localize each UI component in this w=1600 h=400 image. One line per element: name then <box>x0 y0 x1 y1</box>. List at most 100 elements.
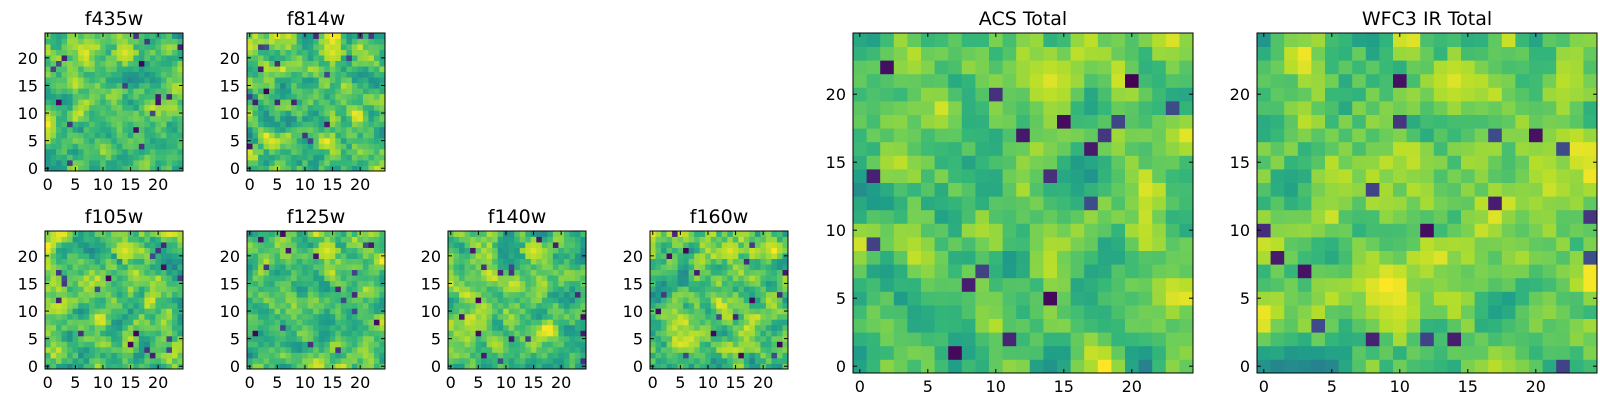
heatmap-cell <box>558 297 565 304</box>
heatmap-cell <box>144 77 151 84</box>
heatmap-cell <box>346 77 353 84</box>
heatmap-cell <box>738 313 745 320</box>
heatmap-cell <box>252 280 259 287</box>
heatmap-cell <box>177 66 184 73</box>
heatmap-cell <box>144 297 151 304</box>
heatmap-cell <box>263 38 270 45</box>
heatmap-cell <box>1583 332 1598 347</box>
heatmap-cell <box>329 258 336 265</box>
heatmap-cell <box>710 335 717 342</box>
heatmap-cell <box>100 308 107 315</box>
heatmap-cell <box>329 159 336 166</box>
heatmap-cell <box>666 264 673 271</box>
heatmap-cell <box>1406 359 1421 374</box>
heatmap-cell <box>1352 359 1367 374</box>
heatmap-cell <box>335 104 342 111</box>
heatmap-cell <box>324 297 331 304</box>
heatmap-cell <box>357 330 364 337</box>
heatmap-cell <box>574 275 581 282</box>
axes-frame <box>44 230 184 370</box>
heatmap-cell <box>655 258 662 265</box>
heatmap-cell <box>177 352 184 359</box>
heatmap-cell <box>470 291 476 298</box>
heatmap-cell <box>1084 141 1099 156</box>
heatmap-cell <box>296 269 303 276</box>
heatmap-cell <box>379 352 386 359</box>
heatmap-cell <box>373 44 380 50</box>
heatmap-cell <box>346 154 353 161</box>
heatmap-cell <box>116 341 123 348</box>
heatmap-cell <box>541 341 548 348</box>
heatmap-cell <box>296 143 303 150</box>
heatmap-cell <box>329 104 336 111</box>
heatmap-cell <box>351 269 358 276</box>
heatmap-cell <box>580 286 587 293</box>
heatmap-cell <box>547 324 554 331</box>
heatmap-cell <box>771 335 778 342</box>
heatmap-cell <box>346 137 353 144</box>
heatmap-cell <box>324 231 331 237</box>
heatmap-cell <box>138 132 145 139</box>
heatmap-cell <box>285 258 292 265</box>
heatmap-cell <box>329 253 336 259</box>
heatmap-cell <box>313 269 320 276</box>
heatmap-cell <box>138 258 145 265</box>
heatmap-cell <box>83 302 90 309</box>
heatmap-cell <box>72 313 79 320</box>
heatmap-cell <box>782 269 789 276</box>
heatmap-cell <box>1474 209 1489 224</box>
heatmap-cell <box>56 99 62 106</box>
heatmap-cell <box>171 143 178 150</box>
heatmap-cell <box>1029 291 1044 306</box>
heatmap-cell <box>1583 209 1598 224</box>
heatmap-cell <box>514 302 521 309</box>
heatmap-cell <box>78 231 85 237</box>
heatmap-cell <box>357 242 364 248</box>
heatmap-cell <box>379 126 386 133</box>
heatmap-cell <box>127 302 134 309</box>
heatmap-cell <box>732 275 739 282</box>
heatmap-cell <box>155 77 162 84</box>
heatmap-cell <box>340 247 347 254</box>
heatmap-cell <box>459 341 465 348</box>
heatmap-cell <box>1111 291 1126 306</box>
heatmap-cell <box>318 247 325 254</box>
heatmap-cell <box>989 169 1003 183</box>
heatmap-cell <box>1002 128 1017 143</box>
x-tick-label: 5 <box>272 373 282 392</box>
heatmap-cell <box>1447 169 1462 183</box>
heatmap-cell <box>1569 345 1584 360</box>
heatmap-cell <box>464 302 471 309</box>
heatmap-cell <box>699 275 706 282</box>
heatmap-cell <box>50 82 57 89</box>
heatmap-cell <box>503 357 510 364</box>
heatmap-cell <box>519 363 526 370</box>
heatmap-cell <box>1084 169 1099 183</box>
heatmap-cell <box>1138 305 1153 319</box>
heatmap-cell <box>519 264 526 271</box>
heatmap-cell <box>1501 264 1516 279</box>
heatmap-cell <box>661 247 667 254</box>
heatmap-cell <box>580 258 587 265</box>
heatmap-cell <box>1297 169 1312 183</box>
heatmap-cell <box>866 237 881 251</box>
heatmap-cell <box>291 88 298 95</box>
heatmap-cell <box>94 126 101 133</box>
heatmap-cell <box>771 231 778 237</box>
heatmap-cell <box>127 121 134 128</box>
heatmap-cell <box>122 44 129 50</box>
heatmap-cell <box>1433 359 1448 374</box>
heatmap-cell <box>296 44 303 50</box>
y-tick-label: 10 <box>18 302 38 321</box>
heatmap-cell <box>1311 345 1326 360</box>
heatmap-cell <box>50 236 57 243</box>
heatmap-cell <box>67 269 73 276</box>
heatmap-cell <box>459 236 465 243</box>
heatmap-cell <box>285 148 292 155</box>
heatmap-cell <box>340 110 347 117</box>
heatmap-cell <box>280 49 287 56</box>
heatmap-cell <box>160 143 167 150</box>
heatmap-cell <box>302 352 309 359</box>
